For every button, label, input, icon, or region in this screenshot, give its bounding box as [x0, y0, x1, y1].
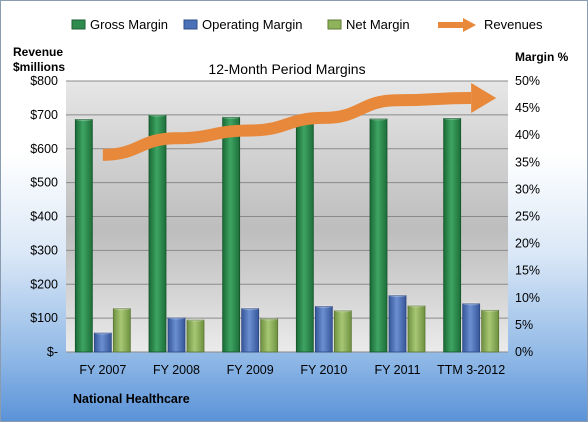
legend-label-net-margin: Net Margin [346, 17, 410, 32]
left-axis-title-line2: $millions [13, 60, 65, 74]
left-axis-title-line1: Revenue [13, 45, 63, 59]
category-label: FY 2010 [300, 363, 347, 377]
operating-margin-bar-highlight [463, 302, 480, 305]
legend-label-gross-margin: Gross Margin [90, 17, 168, 32]
right-axis-tick-label: 10% [515, 291, 540, 305]
left-axis-tick-label: $700 [30, 108, 58, 122]
legend-item-net-margin: Net Margin [328, 17, 410, 32]
gross-margin-bar-highlight [223, 116, 240, 119]
right-axis-tick-label: 15% [515, 264, 540, 278]
legend-item-operating-margin: Operating Margin [184, 17, 302, 32]
left-axis-tick-label: $500 [30, 176, 58, 190]
legend-item-revenues: Revenues [438, 17, 543, 32]
gross-margin-bar-highlight [370, 117, 387, 120]
legend-swatch-gross-margin [72, 20, 85, 29]
chart-title: 12-Month Period Margins [208, 61, 365, 77]
left-axis-tick-label: $600 [30, 142, 58, 156]
net-margin-bar [334, 311, 351, 352]
operating-margin-bar-highlight [315, 305, 332, 308]
net-margin-bar [482, 310, 499, 352]
legend-swatch-operating-margin [184, 20, 197, 29]
operating-margin-bar [168, 318, 185, 352]
net-margin-bar-highlight [187, 318, 204, 321]
left-axis-tick-label: $200 [30, 277, 58, 291]
net-margin-bar [408, 306, 425, 352]
operating-margin-bar [463, 304, 480, 352]
gross-margin-bar [296, 119, 313, 352]
category-label: FY 2009 [227, 363, 274, 377]
legend-label-operating-margin: Operating Margin [202, 17, 302, 32]
legend-arrowhead-revenues [463, 18, 476, 32]
left-axis-ticks: $- $100 $200 $300 $400 $500 $600 $700 $800 [30, 74, 58, 359]
gross-margin-bar [75, 119, 92, 352]
net-margin-bar [261, 319, 278, 352]
gross-margin-bar-highlight [149, 114, 166, 117]
gross-margin-bar-highlight [75, 118, 92, 121]
gross-margin-bar [444, 118, 461, 352]
net-margin-bar-highlight [261, 317, 278, 320]
right-axis-tick-label: 25% [515, 210, 540, 224]
category-label: TTM 3-2012 [437, 363, 505, 377]
left-axis-tick-label: $800 [30, 74, 58, 88]
legend-item-gross-margin: Gross Margin [72, 17, 168, 32]
gross-margin-bar-highlight [444, 117, 461, 120]
operating-margin-bar [94, 333, 111, 352]
left-axis-tick-label: $400 [30, 210, 58, 224]
right-axis-tick-label: 40% [515, 128, 540, 142]
right-axis-tick-label: 50% [515, 74, 540, 88]
category-label: FY 2008 [153, 363, 200, 377]
legend-label-revenues: Revenues [484, 17, 543, 32]
right-axis-tick-label: 5% [515, 318, 533, 332]
legend-swatch-net-margin [328, 20, 341, 29]
right-axis-tick-label: 30% [515, 182, 540, 196]
right-axis-title: Margin % [515, 50, 569, 64]
operating-margin-bar-highlight [242, 307, 259, 310]
net-margin-bar [113, 309, 130, 352]
legend: Gross Margin Operating Margin Net Margin… [72, 17, 543, 32]
gross-margin-bar [149, 115, 166, 352]
operating-margin-bar [315, 306, 332, 352]
net-margin-bar-highlight [408, 304, 425, 307]
company-name: National Healthcare [73, 392, 190, 406]
net-margin-bar [187, 320, 204, 352]
operating-margin-bar-highlight [389, 294, 406, 297]
net-margin-bar-highlight [482, 309, 499, 312]
gross-margin-bar [370, 119, 387, 352]
left-axis-tick-label: $100 [30, 311, 58, 325]
operating-margin-bar [389, 296, 406, 352]
category-label: FY 2011 [374, 363, 420, 377]
right-axis-tick-label: 35% [515, 155, 540, 169]
right-axis-tick-label: 45% [515, 101, 540, 115]
operating-margin-bar [242, 309, 259, 352]
operating-margin-bar-highlight [168, 316, 185, 319]
gross-margin-bar [223, 117, 240, 352]
net-margin-bar-highlight [334, 309, 351, 312]
net-margin-bar-highlight [113, 307, 130, 310]
category-label: FY 2007 [79, 363, 126, 377]
left-axis-tick-label: $- [47, 345, 58, 359]
right-axis-ticks: 0% 5% 10% 15% 20% 25% 30% 35% 40% 45% 50% [515, 74, 540, 359]
right-axis-tick-label: 0% [515, 345, 533, 359]
operating-margin-bar-highlight [94, 331, 111, 334]
right-axis-tick-label: 20% [515, 237, 540, 251]
category-labels: FY 2007 FY 2008 FY 2009 FY 2010 FY 2011 TTM 3… [79, 363, 505, 377]
left-axis-tick-label: $300 [30, 243, 58, 257]
